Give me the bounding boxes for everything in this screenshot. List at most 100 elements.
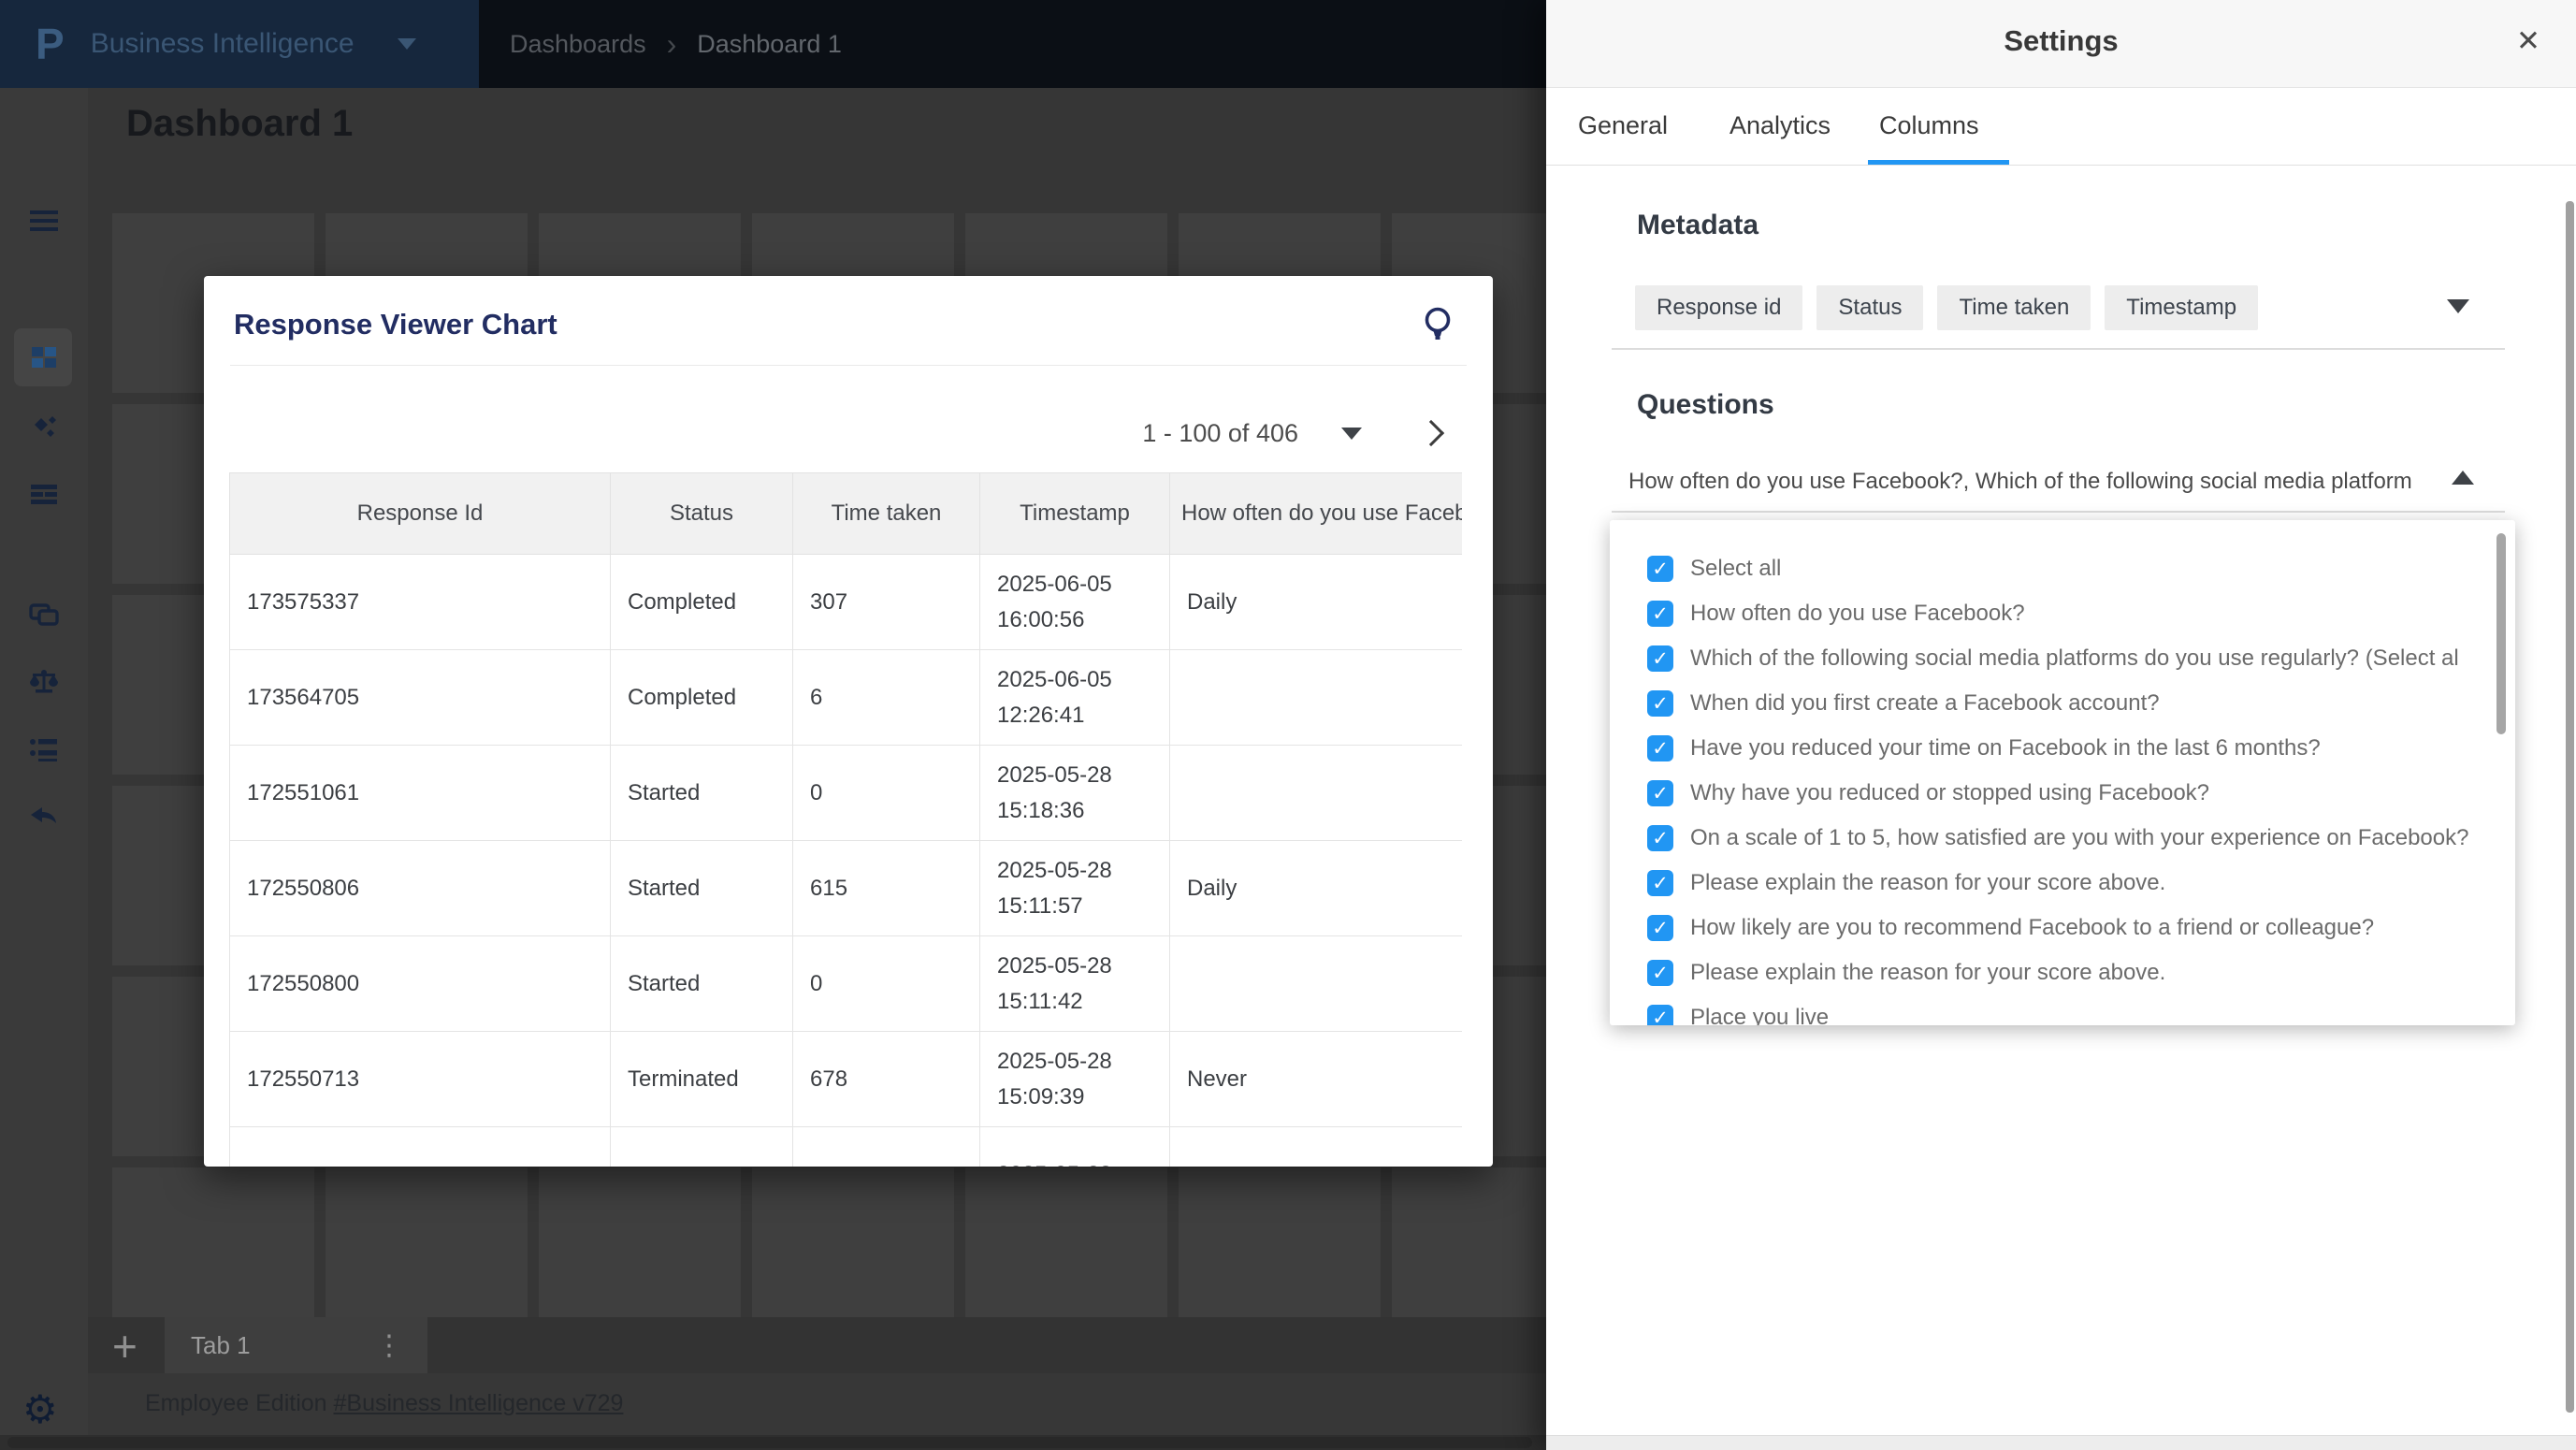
questions-heading: Questions [1637,389,1774,421]
dashboard-grid-icon[interactable] [27,341,61,374]
col-time-taken: Time taken [793,473,980,555]
settings-tabs: General Analytics Columns [1546,89,2576,166]
workspace-name: Business Intelligence [91,28,355,60]
question-option-label: Select all [1690,556,1781,582]
edition-label: Employee Edition [145,1390,334,1416]
table-cell: 2025-05-28 15:11:57 [980,841,1170,936]
table-cell [611,1127,793,1167]
checkbox-checked-icon[interactable]: ✓ [1647,556,1673,582]
table-row: 173564705Completed62025-06-05 12:26:41 [230,650,1463,746]
tab-menu-kebab-icon[interactable]: ⋮ [375,1329,403,1362]
response-viewer-modal: Response Viewer Chart 1 - 100 of 406 Res… [204,276,1493,1167]
question-option[interactable]: ✓ How likely are you to recommend Facebo… [1610,906,2515,950]
question-option-label: How likely are you to recommend Facebook… [1690,915,2374,941]
question-option[interactable]: ✓ Please explain the reason for your sco… [1610,861,2515,906]
question-option[interactable]: ✓ How often do you use Facebook? [1610,591,2515,636]
menu-icon[interactable] [27,204,61,238]
question-option[interactable]: ✓ Which of the following social media pl… [1610,636,2515,681]
bulleted-list-icon[interactable] [27,732,61,766]
metadata-chip[interactable]: Status [1816,285,1923,330]
table-cell: Started [611,936,793,1032]
table-cell: 307 [793,555,980,650]
metadata-chip[interactable]: Timestamp [2105,285,2258,330]
checkbox-checked-icon[interactable]: ✓ [1647,825,1673,851]
col-status: Status [611,473,793,555]
page-title: Dashboard 1 [126,103,353,145]
table-cell: 173564705 [230,650,611,746]
checkbox-checked-icon[interactable]: ✓ [1647,960,1673,986]
metadata-chip[interactable]: Response id [1635,285,1802,330]
question-option[interactable]: ✓ Have you reduced your time on Facebook… [1610,726,2515,771]
question-option[interactable]: ✓ Please explain the reason for your sco… [1610,950,2515,995]
questions-collapse-icon[interactable] [2452,471,2474,485]
workspace-switcher[interactable]: P Business Intelligence [0,0,479,88]
metadata-dropdown-icon[interactable] [2447,299,2469,313]
checkbox-checked-icon[interactable]: ✓ [1647,915,1673,941]
divider [230,365,1467,366]
table-cell: 172550806 [230,841,611,936]
col-question: How often do you use Faceb [1170,473,1463,555]
version-link[interactable]: #Business Intelligence v729 [334,1390,624,1416]
active-tab-indicator [1868,160,2009,165]
check-glyph: ✓ [1652,602,1669,626]
question-option-label: On a scale of 1 to 5, how satisfied are … [1690,825,2468,851]
question-option[interactable]: ✓ Select all [1610,546,2515,591]
undo-arrow-icon[interactable] [27,800,61,834]
checkbox-checked-icon[interactable]: ✓ [1647,1005,1673,1025]
tab-tab1[interactable]: Tab 1 ⋮ [165,1317,427,1373]
table-cell: 172551061 [230,746,611,841]
frames-sync-icon[interactable] [27,598,61,631]
table-row: 173575337Completed3072025-06-05 16:00:56… [230,555,1463,650]
pagination-dropdown-icon[interactable] [1341,428,1362,440]
settings-header: Settings ✕ [1546,0,2576,88]
tab-general[interactable]: General [1578,111,1668,140]
check-glyph: ✓ [1652,1007,1669,1026]
sparkle-ai-icon[interactable] [27,411,61,444]
checkbox-checked-icon[interactable]: ✓ [1647,690,1673,717]
table-cell: 2025-06-05 16:00:56 [980,555,1170,650]
dropdown-scrollbar-thumb[interactable] [2496,533,2506,734]
panel-bottom-scrollbar-track[interactable] [1546,1435,2576,1450]
table-cell: 2025-05-28 15:18:36 [980,746,1170,841]
tab-analytics[interactable]: Analytics [1729,111,1831,140]
breadcrumb-dashboards[interactable]: Dashboards [510,30,646,59]
check-glyph: ✓ [1652,917,1669,940]
table-cell [793,1127,980,1167]
balance-scale-icon[interactable] [27,665,61,699]
question-option[interactable]: ✓ On a scale of 1 to 5, how satisfied ar… [1610,816,2515,861]
table-row: 172550713Terminated6782025-05-28 15:09:3… [230,1032,1463,1127]
settings-gear-icon[interactable]: ⚙ [22,1390,58,1429]
question-option[interactable]: ✓ Place you live [1610,995,2515,1025]
app-logo: P [36,19,65,69]
tab-columns[interactable]: Columns [1879,111,1979,140]
close-icon[interactable]: ✕ [2516,24,2540,58]
table-row: 2025-05-28 [230,1127,1463,1167]
responses-table: Response Id Status Time taken Timestamp … [229,472,1462,1167]
checkbox-checked-icon[interactable]: ✓ [1647,780,1673,806]
metadata-chip[interactable]: Time taken [1937,285,2091,330]
question-option[interactable]: ✓ When did you first create a Facebook a… [1610,681,2515,726]
checkbox-checked-icon[interactable]: ✓ [1647,601,1673,627]
horizontal-scrollbar[interactable] [0,1435,1546,1450]
checkbox-checked-icon[interactable]: ✓ [1647,645,1673,672]
next-page-icon[interactable] [1418,420,1444,446]
app-window: P Business Intelligence Dashboards › Das… [0,0,2576,1450]
checkbox-checked-icon[interactable]: ✓ [1647,735,1673,761]
question-option-label: Why have you reduced or stopped using Fa… [1690,780,2209,806]
question-option[interactable]: ✓ Why have you reduced or stopped using … [1610,771,2515,816]
breadcrumb-current[interactable]: Dashboard 1 [697,30,842,59]
table-cell [1170,936,1463,1032]
panel-scrollbar-thumb[interactable] [2566,201,2574,1413]
metadata-chips: Response id Status Time taken Timestamp [1635,285,2258,330]
rows-list-icon[interactable] [27,478,61,512]
insight-bulb-icon[interactable] [1420,304,1455,345]
pagination-range[interactable]: 1 - 100 of 406 [1142,419,1298,448]
chevron-down-icon[interactable] [398,38,416,50]
checkbox-checked-icon[interactable]: ✓ [1647,870,1673,896]
add-tab-button[interactable]: + [112,1321,137,1371]
horizontal-scrollbar-thumb[interactable] [7,1437,1532,1448]
metadata-heading: Metadata [1637,210,1758,241]
questions-select-value[interactable]: How often do you use Facebook?, Which of… [1628,469,2433,495]
table-cell: 615 [793,841,980,936]
table-cell: Started [611,746,793,841]
